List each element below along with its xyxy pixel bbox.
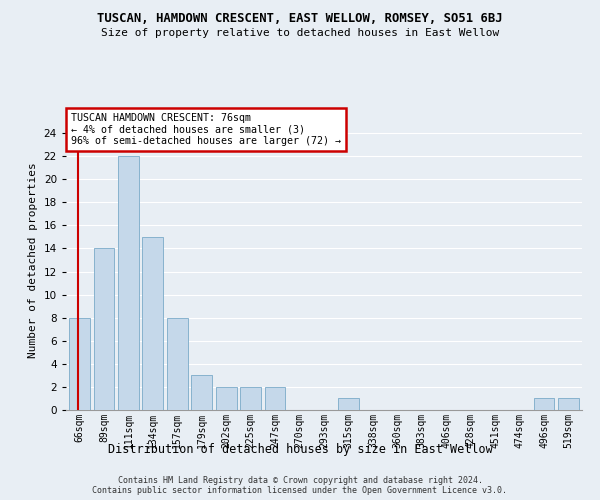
Text: Contains HM Land Registry data © Crown copyright and database right 2024.
Contai: Contains HM Land Registry data © Crown c… (92, 476, 508, 495)
Text: Distribution of detached houses by size in East Wellow: Distribution of detached houses by size … (107, 442, 493, 456)
Bar (69, 318, 90, 410)
Bar (142, 237, 163, 410)
Text: TUSCAN HAMDOWN CRESCENT: 76sqm
← 4% of detached houses are smaller (3)
96% of se: TUSCAN HAMDOWN CRESCENT: 76sqm ← 4% of d… (71, 113, 341, 146)
Text: Size of property relative to detached houses in East Wellow: Size of property relative to detached ho… (101, 28, 499, 38)
Bar (191, 376, 212, 410)
Text: TUSCAN, HAMDOWN CRESCENT, EAST WELLOW, ROMSEY, SO51 6BJ: TUSCAN, HAMDOWN CRESCENT, EAST WELLOW, R… (97, 12, 503, 26)
Bar (338, 398, 359, 410)
Bar (240, 387, 261, 410)
Bar (534, 398, 554, 410)
Y-axis label: Number of detached properties: Number of detached properties (28, 162, 38, 358)
Bar (558, 398, 579, 410)
Bar (94, 248, 114, 410)
Bar (167, 318, 188, 410)
Bar (216, 387, 236, 410)
Bar (265, 387, 286, 410)
Bar (118, 156, 139, 410)
